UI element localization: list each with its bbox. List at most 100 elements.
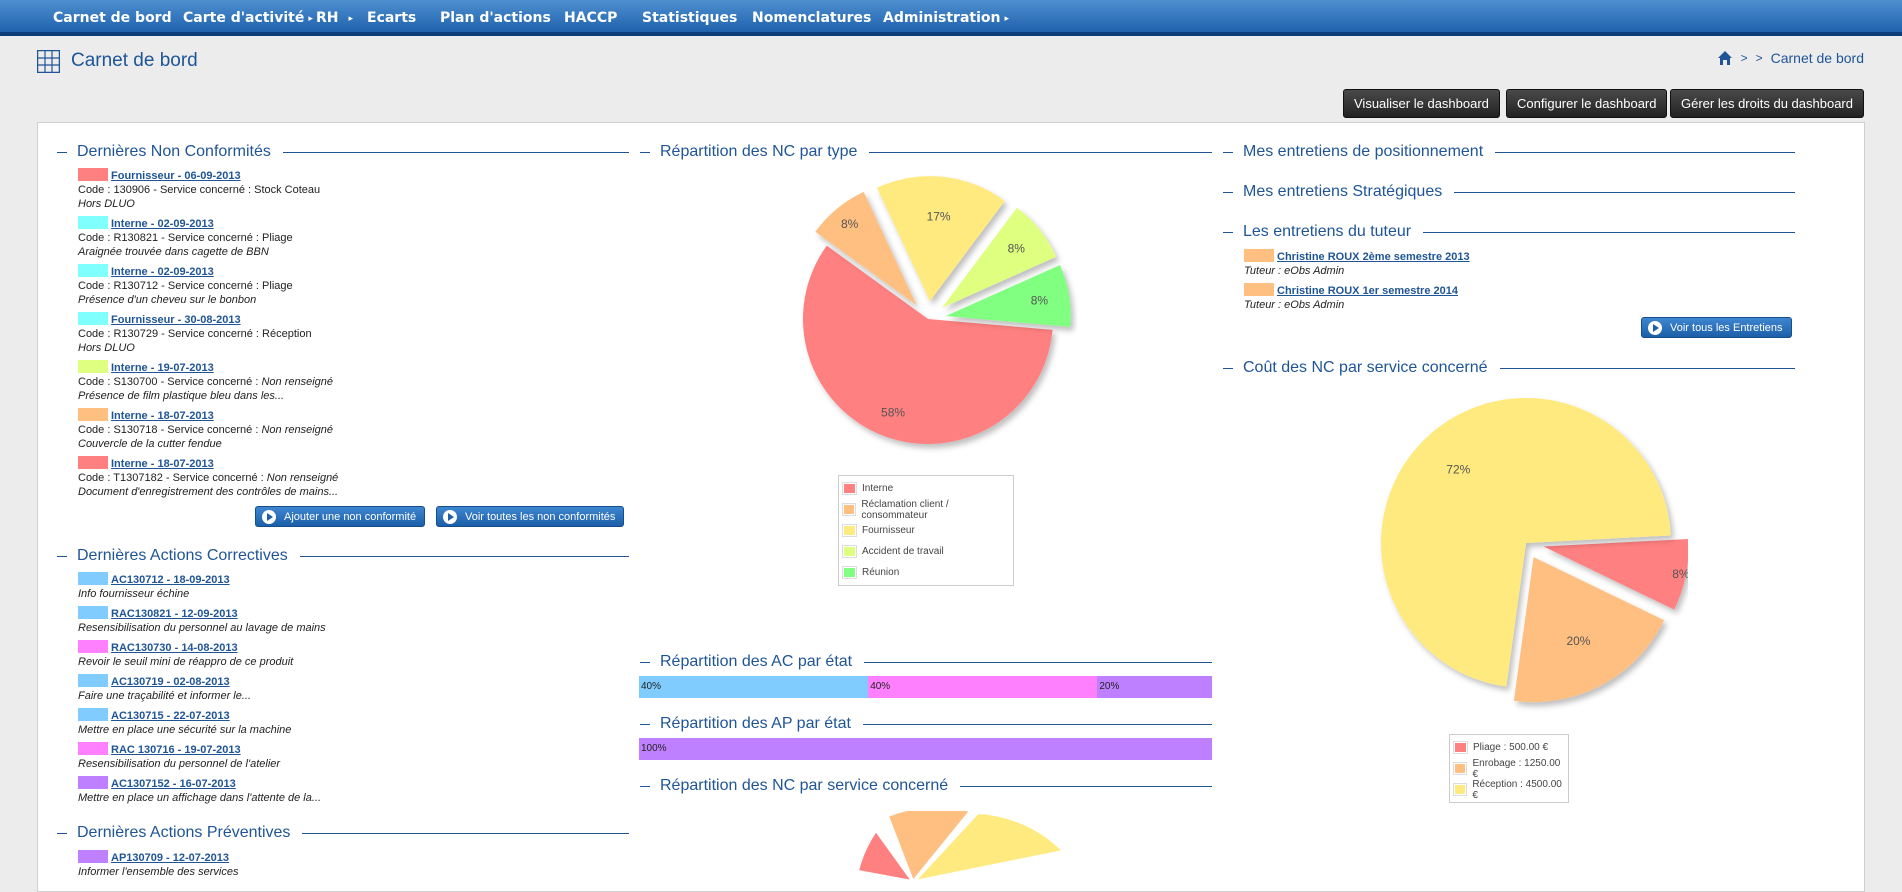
list-item: Christine ROUX 1er semestre 2014 Tuteur :… xyxy=(1244,283,1458,312)
color-swatch xyxy=(78,360,108,373)
item-link[interactable]: Fournisseur - 06-09-2013 xyxy=(111,170,241,182)
legend-entry: Pliage : 500.00 € xyxy=(1453,737,1564,758)
color-swatch xyxy=(78,456,108,469)
dashboard-rights-button[interactable]: Gérer les droits du dashboard xyxy=(1670,89,1864,118)
color-swatch xyxy=(78,674,108,687)
item-description: Mettre en place une sécurité sur la mach… xyxy=(78,724,292,736)
bar-segment: 40% xyxy=(639,676,869,698)
pie-slice xyxy=(815,191,917,306)
item-link[interactable]: AC130715 - 22-07-2013 xyxy=(111,710,230,722)
color-swatch xyxy=(78,640,108,653)
color-swatch xyxy=(78,572,108,585)
item-link[interactable]: AC130712 - 18-09-2013 xyxy=(111,574,230,586)
nav-haccp[interactable]: HACCP xyxy=(564,10,617,26)
all-nc-button[interactable]: Voir toutes les non conformités xyxy=(436,506,625,527)
legend-label: Réception : 4500.00 € xyxy=(1472,778,1562,801)
nav-carte-activite[interactable]: Carte d'activité ▸ xyxy=(183,10,313,26)
item-link[interactable]: RAC130821 - 12-09-2013 xyxy=(111,608,238,620)
nav-label: Plan d'actions xyxy=(440,10,551,26)
nav-administration[interactable]: Administration ▸ xyxy=(883,10,1009,26)
list-item: AC130712 - 18-09-2013 Info fournisseur éc… xyxy=(78,572,230,601)
color-swatch xyxy=(78,168,108,181)
legend-entry: Enrobage : 1250.00 € xyxy=(1452,758,1564,780)
pie-slice-label: 17% xyxy=(927,210,951,224)
pie-slice xyxy=(803,245,1053,444)
list-item: RAC130821 - 12-09-2013 Resensibilisation … xyxy=(78,606,326,635)
legend-swatch xyxy=(1452,762,1468,775)
section-title-label: Dernières Actions Préventives xyxy=(77,824,291,841)
section-positioning-interviews: Mes entretiens de positionnement xyxy=(1223,143,1795,161)
button-label: Voir tous les Entretiens xyxy=(1670,322,1783,334)
nav-label: RH xyxy=(316,10,339,26)
color-swatch xyxy=(78,216,108,229)
pie-slice-label: 8% xyxy=(1031,293,1049,307)
legend-label: Réunion xyxy=(862,567,900,578)
nav-label: Statistiques xyxy=(642,10,738,26)
caret-right-icon: ▸ xyxy=(348,14,354,24)
item-link[interactable]: Christine ROUX 2ème semestre 2013 xyxy=(1277,251,1470,263)
legend-label: Réclamation client / consommateur xyxy=(861,498,949,521)
section-nc-by-type: Répartition des NC par type xyxy=(640,143,1212,161)
list-item: Christine ROUX 2ème semestre 2013 Tuteur … xyxy=(1244,249,1470,278)
nav-plan-actions[interactable]: Plan d'actions xyxy=(440,10,551,26)
section-last-ac: Dernières Actions Correctives xyxy=(57,547,629,565)
list-item: RAC130730 - 14-08-2013 Revoir le seuil mi… xyxy=(78,640,293,669)
color-swatch xyxy=(78,312,108,325)
nav-label: HACCP xyxy=(564,10,618,26)
nav-ecarts[interactable]: Ecarts xyxy=(367,10,416,26)
add-nc-button[interactable]: Ajouter une non conformité xyxy=(255,506,426,527)
item-link[interactable]: Interne - 19-07-2013 xyxy=(111,362,214,374)
item-link[interactable]: RAC 130716 - 19-07-2013 xyxy=(111,744,241,756)
nav-label: Carte d'activité xyxy=(183,10,305,26)
top-navbar: Carnet de bord Carte d'activité ▸ RH ▸ Eca… xyxy=(0,0,1902,36)
item-code: Code : R130729 - Service concerné : Réce… xyxy=(78,328,312,340)
list-item: Interne - 19-07-2013 Code : S130700 - Ser… xyxy=(78,360,333,403)
all-interviews-button[interactable]: Voir tous les Entretiens xyxy=(1641,317,1792,338)
section-last-nc: Dernières Non Conformités xyxy=(57,143,629,161)
list-item: Interne - 02-09-2013 Code : R130712 - Ser… xyxy=(78,264,293,307)
home-icon[interactable] xyxy=(1717,50,1733,66)
item-unset: Non renseigné xyxy=(261,424,334,436)
page-title: Carnet de bord xyxy=(71,50,198,71)
item-link[interactable]: AC1307152 - 16-07-2013 xyxy=(111,778,236,790)
item-unset: Non renseigné xyxy=(261,376,334,388)
nav-statistiques[interactable]: Statistiques xyxy=(642,10,737,26)
play-circle-icon xyxy=(1648,321,1662,335)
item-description: Hors DLUO xyxy=(78,342,135,354)
play-circle-icon xyxy=(262,510,276,524)
caret-right-icon: ▸ xyxy=(1004,14,1009,24)
item-code: Code : R130821 - Service concerné : Plia… xyxy=(78,232,293,244)
list-item: Fournisseur - 06-09-2013 Code : 130906 - … xyxy=(78,168,320,211)
pie-slice-label: 58% xyxy=(881,406,905,420)
item-link[interactable]: Interne - 02-09-2013 xyxy=(111,218,214,230)
breadcrumb-separator: > xyxy=(1740,51,1748,65)
view-dashboard-button[interactable]: Visualiser le dashboard xyxy=(1343,89,1500,118)
pie-slice-label: 8% xyxy=(841,217,859,231)
ac-state-bar: 40% 40% 20% xyxy=(639,676,1212,698)
legend-label: Interne xyxy=(862,483,894,494)
legend-entry: Réclamation client / consommateur xyxy=(841,498,1009,521)
item-link[interactable]: RAC130730 - 14-08-2013 xyxy=(111,642,238,654)
item-link[interactable]: Interne - 18-07-2013 xyxy=(111,458,214,470)
item-link[interactable]: AP130709 - 12-07-2013 xyxy=(111,852,230,864)
configure-dashboard-button[interactable]: Configurer le dashboard xyxy=(1506,89,1668,118)
item-link[interactable]: Interne - 18-07-2013 xyxy=(111,410,214,422)
nav-nomenclatures[interactable]: Nomenclatures xyxy=(752,10,871,26)
legend-entry: Réception : 4500.00 € xyxy=(1452,778,1564,801)
nc-type-pie-chart: 58% 8% 17% 8% 8% xyxy=(803,176,1071,444)
nav-carnet-de-bord[interactable]: Carnet de bord xyxy=(53,10,172,26)
color-swatch xyxy=(78,264,108,277)
item-description: Info fournisseur échine xyxy=(78,588,190,600)
item-link[interactable]: Fournisseur - 30-08-2013 xyxy=(111,314,241,326)
breadcrumb-current: Carnet de bord xyxy=(1770,50,1864,66)
section-title-label: Mes entretiens Stratégiques xyxy=(1243,183,1443,200)
item-unset: Non renseigné xyxy=(266,472,339,484)
item-link[interactable]: AC130719 - 02-08-2013 xyxy=(111,676,230,688)
item-code: Code : T1307182 - Service concerné : Non… xyxy=(78,472,339,484)
section-nc-by-service: Répartition des NC par service concerné xyxy=(640,777,1212,795)
pie-slice xyxy=(1381,398,1671,687)
item-link[interactable]: Christine ROUX 1er semestre 2014 xyxy=(1277,285,1458,297)
item-link[interactable]: Interne - 02-09-2013 xyxy=(111,266,214,278)
bar-segment: 100% xyxy=(639,738,1212,760)
nav-rh[interactable]: RH ▸ xyxy=(316,10,353,26)
